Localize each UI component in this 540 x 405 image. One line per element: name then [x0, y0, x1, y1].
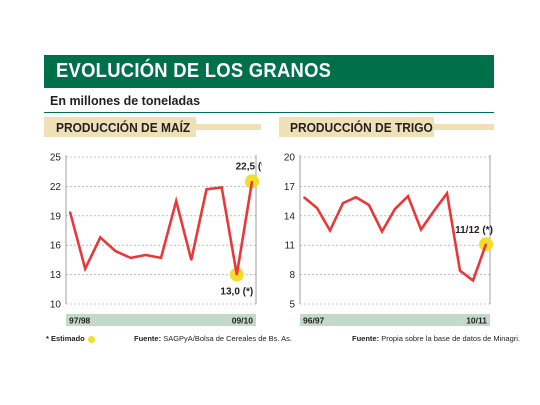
trigo-point-4 [355, 196, 357, 198]
maiz-line-chart: 10 13 16 19 22 25 97/98 09/10 22,5 (*) 13,0 (*) [50, 153, 262, 326]
maiz-xlabel-start: 97/98 [69, 316, 91, 326]
maiz-point-3 [114, 250, 117, 252]
maiz-point-9 [205, 188, 208, 191]
trigo-point-0 [303, 196, 305, 198]
trigo-ytick-5: 20 [284, 153, 296, 164]
trigo-series-line [303, 190, 488, 283]
maiz-chart-title: PRODUCCIÓN DE MAÍZ [56, 120, 191, 135]
maiz-point-7 [175, 200, 177, 202]
maiz-point-8 [190, 259, 193, 261]
maiz-ytick-4: 22 [50, 182, 62, 193]
maiz-ytick-0: 10 [50, 300, 62, 311]
trigo-ytick-4: 17 [284, 182, 296, 193]
trigo-point-2 [329, 229, 331, 232]
trigo-point-10 [433, 210, 435, 212]
maiz-source-text: SAGPyA/Bolsa de Cereales de Bs. As. [163, 334, 293, 343]
trigo-point-6 [381, 230, 383, 233]
maiz-x-band [66, 314, 256, 326]
trigo-point-9 [420, 228, 422, 231]
trigo-point-13 [472, 279, 474, 282]
trigo-point-7 [394, 208, 396, 210]
maiz-point-5 [145, 254, 147, 256]
trigo-point-5 [368, 204, 370, 206]
maiz-point-0 [69, 211, 71, 213]
trigo-annotation-0: 11/12 (*) [455, 225, 493, 236]
maiz-ytick-5: 25 [50, 153, 62, 164]
maiz-ytick-2: 16 [50, 241, 62, 252]
page-title: EVOLUCIÓN DE LOS GRANOS [56, 60, 332, 82]
trigo-ytick-0: 5 [289, 300, 295, 311]
page-subtitle: En millones de toneladas [50, 94, 201, 108]
trigo-ytick-2: 11 [285, 241, 296, 252]
maiz-point-12 [251, 180, 253, 183]
trigo-ytick-3: 14 [284, 211, 296, 222]
maiz-annotation-1: 13,0 (*) [220, 287, 253, 298]
title-banner: EVOLUCIÓN DE LOS GRANOS [44, 55, 494, 88]
estimado-dot-icon [87, 335, 95, 343]
trigo-line-chart: 5 8 11 14 17 20 96/97 10/11 11/12 (*) [284, 153, 493, 326]
maiz-source-label: Fuente: [134, 334, 162, 343]
maiz-point-10 [220, 186, 223, 189]
maiz-point-1 [84, 267, 86, 270]
trigo-xlabel-start: 96/97 [303, 316, 325, 326]
estimado-label: * Estimado [46, 334, 85, 343]
trigo-point-11 [446, 192, 448, 195]
trigo-source-label: Fuente: [352, 334, 380, 343]
trigo-x-band [300, 314, 490, 326]
maiz-section-tab [44, 117, 196, 137]
maiz-point-4 [129, 257, 132, 259]
maiz-ytick-1: 13 [50, 270, 62, 281]
trigo-source-text: Propia sobre la base de datos de Minagri… [381, 334, 521, 343]
trigo-source: Fuente: Propia sobre la base de datos de… [352, 334, 520, 343]
trigo-xlabel-end: 10/11 [466, 316, 487, 326]
maiz-series-line [68, 181, 254, 275]
trigo-point-1 [316, 207, 318, 209]
trigo-point-8 [407, 195, 409, 197]
maiz-point-6 [160, 257, 162, 259]
maiz-annotation-0: 22,5 (*) [236, 162, 262, 173]
trigo-point-3 [342, 202, 344, 204]
trigo-section-tab [279, 117, 434, 137]
trigo-point-12 [459, 269, 461, 272]
trigo-ytick-1: 8 [289, 270, 295, 281]
maiz-source: Fuente: SAGPyA/Bolsa de Cereales de Bs. … [134, 334, 292, 343]
maiz-ytick-3: 19 [50, 211, 62, 222]
maiz-point-11 [236, 273, 238, 276]
estimado-note: * Estimado [46, 334, 95, 343]
trigo-point-14 [485, 243, 487, 246]
header-divider [44, 112, 494, 113]
maiz-point-2 [99, 236, 102, 239]
maiz-xlabel-end: 09/10 [232, 316, 254, 326]
trigo-chart-title: PRODUCCIÓN DE TRIGO [290, 120, 433, 135]
